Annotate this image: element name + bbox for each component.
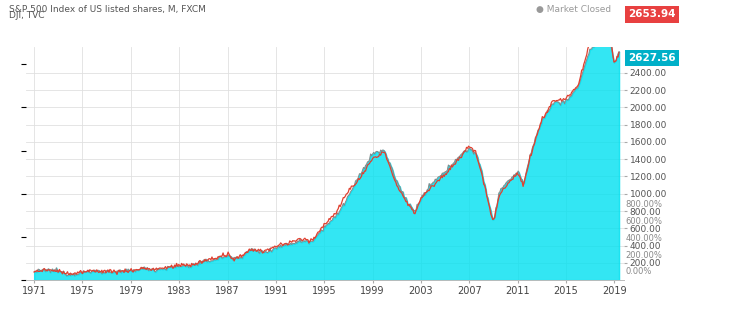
Text: 800.00%: 800.00% (625, 200, 662, 209)
Text: 600.00%: 600.00% (625, 217, 662, 226)
Text: 2653.94: 2653.94 (628, 9, 676, 19)
Text: ● Market Closed: ● Market Closed (536, 5, 611, 14)
Text: 0.00%: 0.00% (625, 267, 652, 276)
Text: 400.00%: 400.00% (625, 234, 662, 243)
Text: 200.00%: 200.00% (625, 250, 662, 259)
Text: 2627.56: 2627.56 (628, 53, 676, 63)
Text: S&P 500 Index of US listed shares, M, FXCM: S&P 500 Index of US listed shares, M, FX… (9, 5, 206, 14)
Text: DJI, TVC: DJI, TVC (9, 11, 44, 20)
